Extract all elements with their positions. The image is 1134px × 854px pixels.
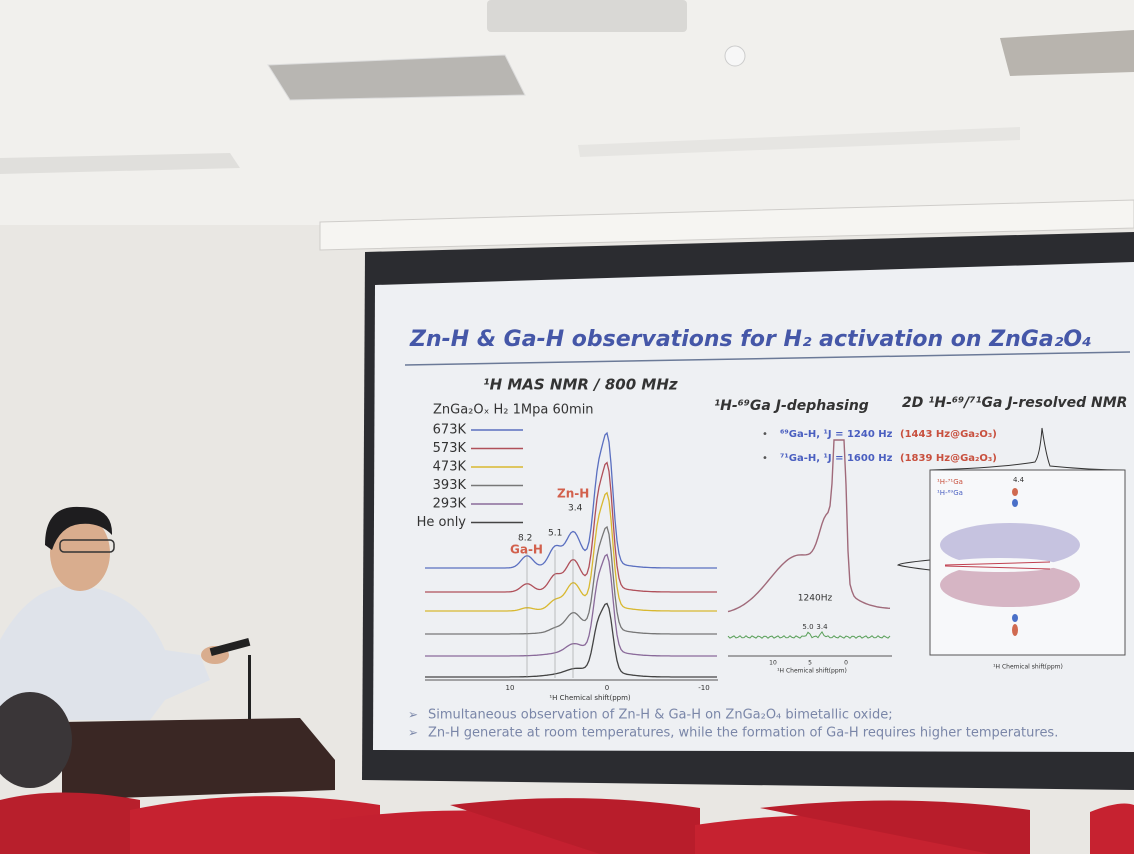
- smoke-detector: [724, 45, 746, 67]
- speaker-shirt: [0, 585, 210, 720]
- legend-label: 673K: [433, 423, 467, 438]
- seat: [450, 798, 700, 854]
- title-rule: [404, 351, 1131, 366]
- contour: [1012, 488, 1018, 496]
- projector: [487, 0, 687, 32]
- speaker-face: [50, 515, 110, 591]
- x-tick-label: 0: [605, 684, 609, 692]
- legend: 673K 573K 473K 393K 293K He only: [417, 423, 523, 530]
- peak-label: 8.2: [518, 534, 532, 544]
- x-tick-label: 10: [506, 684, 515, 692]
- x-tick-label: -10: [698, 684, 709, 692]
- legend-label: ¹H-⁶⁹Ga: [937, 489, 963, 497]
- legend-label: 393K: [433, 478, 467, 493]
- panel-heading: 2D ¹H-⁶⁹/⁷¹Ga J-resolved NMR: [902, 395, 1127, 411]
- legend-label: 573K: [433, 441, 467, 456]
- spectrum: [425, 491, 717, 612]
- screen-housing: [319, 199, 1134, 251]
- annotation: 4.4: [1013, 476, 1025, 484]
- contour: [1012, 614, 1018, 622]
- spectrum: [425, 431, 717, 569]
- seat: [760, 800, 1030, 854]
- contour: [1012, 499, 1018, 507]
- x-tick-label: 10: [769, 660, 777, 667]
- spectrum: [425, 525, 717, 635]
- ceiling-vent: [267, 54, 526, 101]
- conclusion: Simultaneous observation of Zn-H & Ga-H …: [428, 708, 893, 723]
- x-axis-label: ¹H Chemical shift(ppm): [993, 664, 1063, 671]
- peak-label: Ga-H: [510, 543, 543, 557]
- legend-label: He only: [417, 515, 467, 530]
- spectrum: [425, 553, 717, 657]
- contour: [940, 563, 1080, 607]
- audience-head: [0, 692, 72, 788]
- peak-label: Zn-H: [557, 487, 589, 501]
- contour: [1012, 624, 1018, 636]
- legend-label: 293K: [433, 497, 467, 512]
- seat: [1090, 803, 1134, 854]
- conclusion: Zn-H generate at room temperatures, whil…: [428, 726, 1058, 741]
- projection: [929, 427, 1126, 471]
- ceiling: [0, 0, 1134, 225]
- condition: ZnGa₂Oₓ H₂ 1Mpa 60min: [433, 403, 594, 418]
- bullet-text: ⁶⁹Ga-H, ¹J = 1240 Hz: [780, 429, 893, 440]
- annotation: 1240Hz: [798, 594, 833, 604]
- panel-heading: ¹H MAS NMR / 800 MHz: [483, 376, 678, 394]
- bullet: ➢: [408, 726, 418, 740]
- ceiling-panel: [578, 127, 1020, 157]
- bullet: •: [762, 453, 768, 464]
- podium: [62, 718, 335, 800]
- bullet: •: [762, 429, 768, 440]
- annotation: 5.0: [802, 623, 813, 631]
- contour: [944, 561, 1051, 570]
- seat: [130, 796, 380, 854]
- slide-title: Zn-H & Ga-H observations for H₂ activati…: [409, 327, 1092, 352]
- spectrum: [425, 602, 717, 678]
- contour: [940, 523, 1080, 567]
- x-tick-label: 5: [808, 660, 812, 667]
- ceiling-vent: [1000, 30, 1134, 76]
- peak-label: 5.1: [548, 529, 562, 539]
- clicker: [209, 637, 251, 657]
- spectra: [425, 431, 717, 678]
- bullet-text: ⁷¹Ga-H, ¹J = 1600 Hz: [780, 453, 893, 464]
- x-tick-label: 0: [844, 660, 848, 667]
- bullet: ➢: [408, 708, 418, 722]
- legend-label: ¹H-⁷¹Ga: [937, 478, 963, 486]
- ceiling-panel: [0, 153, 240, 174]
- projection: [897, 470, 931, 655]
- speaker-hair: [45, 506, 113, 550]
- bullet-reference: (1839 Hz@Ga₂O₃): [900, 453, 997, 464]
- panel-heading: ¹H-⁶⁹Ga J-dephasing: [714, 398, 869, 414]
- x-axis-label: ¹H Chemical shift(ppm): [777, 668, 847, 675]
- spectrum: [727, 439, 891, 613]
- x-axis-label: ¹H Chemical shift(ppm): [549, 694, 631, 702]
- spectrum: [425, 461, 717, 593]
- seat: [0, 792, 140, 854]
- peak-label: 3.4: [568, 504, 583, 514]
- microphone: [248, 655, 251, 720]
- glasses: [59, 539, 115, 553]
- legend-label: 473K: [433, 460, 467, 475]
- bullet-reference: (1443 Hz@Ga₂O₃): [900, 429, 997, 440]
- annotation: 3.4: [816, 623, 828, 631]
- spectrum: [727, 630, 891, 639]
